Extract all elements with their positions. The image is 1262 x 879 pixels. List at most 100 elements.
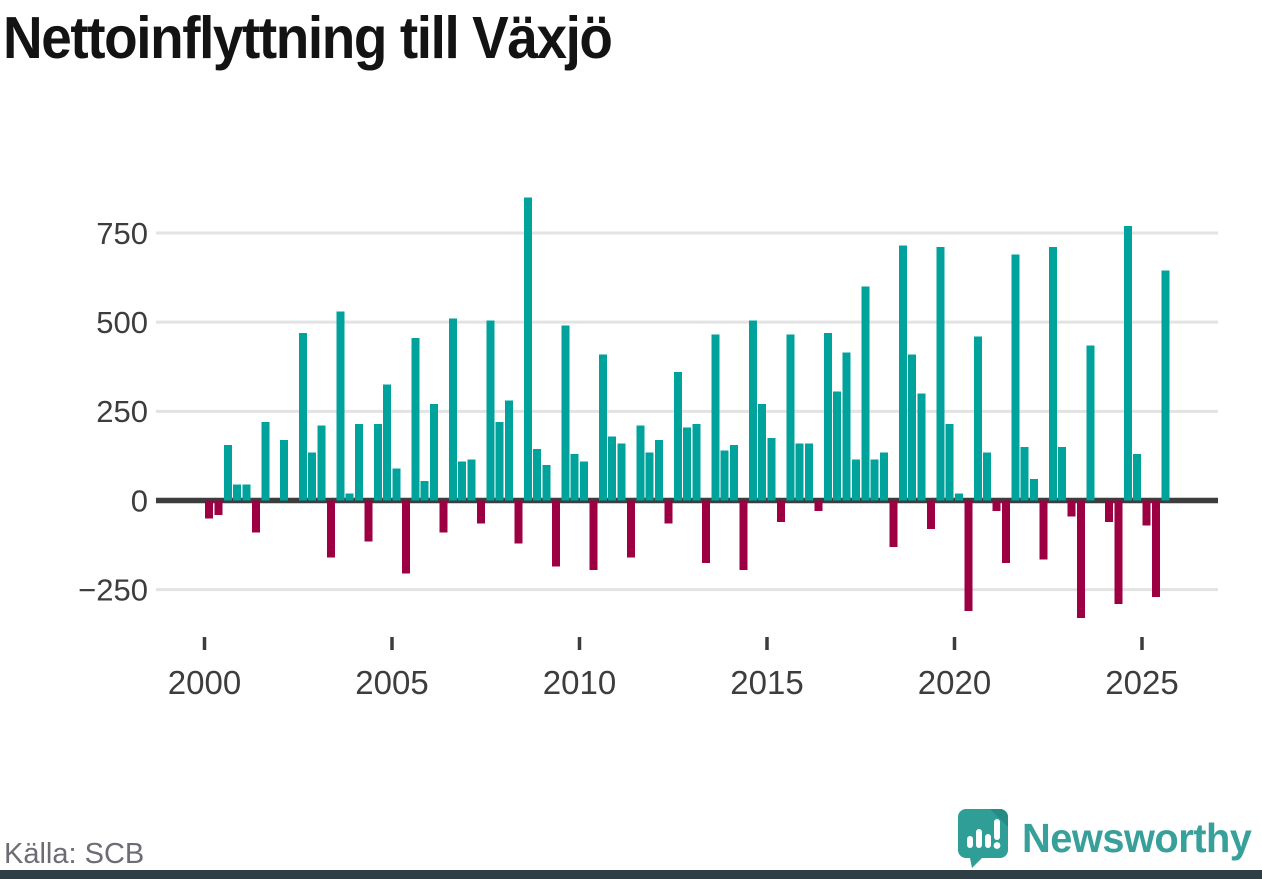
bar-negative xyxy=(326,500,335,558)
bar-negative xyxy=(401,500,410,574)
bar-positive xyxy=(448,318,457,501)
bar-negative xyxy=(589,500,598,571)
bar-positive xyxy=(908,354,917,501)
bar-positive xyxy=(720,450,729,501)
bar-positive xyxy=(880,452,888,501)
bar-positive xyxy=(973,336,982,501)
bar-positive xyxy=(917,393,926,501)
bar-negative xyxy=(814,500,823,512)
bar-positive xyxy=(411,338,420,501)
bar-positive xyxy=(645,452,654,501)
bar-negative xyxy=(1039,500,1048,560)
bar-positive xyxy=(842,352,851,501)
bar-negative xyxy=(551,500,560,567)
bar-positive xyxy=(223,445,232,501)
bar-positive xyxy=(936,247,945,501)
newsworthy-wordmark: Newsworthy xyxy=(1021,814,1252,861)
bar-positive xyxy=(561,325,570,501)
bar-positive xyxy=(458,461,467,501)
bar-negative xyxy=(964,500,973,612)
bar-negative xyxy=(626,500,635,558)
bar-positive xyxy=(280,439,288,501)
y-axis-tick-label: 750 xyxy=(96,216,148,251)
bar-negative xyxy=(214,500,223,515)
source-label: Källa: SCB xyxy=(4,838,145,870)
bar-negative xyxy=(205,500,213,519)
bar-positive xyxy=(1123,225,1132,501)
bar-positive xyxy=(233,484,242,501)
bar-positive xyxy=(495,422,504,501)
bar-positive xyxy=(870,459,879,501)
bar-positive xyxy=(786,334,795,501)
bar-negative xyxy=(1114,500,1123,604)
bar-positive xyxy=(805,443,813,501)
bar-positive xyxy=(373,423,382,501)
bar-positive xyxy=(355,423,363,501)
bar-positive xyxy=(345,493,354,501)
bar-positive xyxy=(570,454,579,501)
bar-positive xyxy=(767,438,776,501)
bar-positive xyxy=(383,384,392,501)
bar-positive xyxy=(795,443,804,501)
bar-positive xyxy=(1048,247,1057,501)
bar-positive xyxy=(261,422,270,501)
bar-positive xyxy=(1058,446,1067,501)
bar-positive xyxy=(758,404,767,501)
bar-positive xyxy=(392,468,401,501)
bar-positive xyxy=(336,311,345,501)
bar-positive xyxy=(955,493,963,501)
bar-positive xyxy=(861,286,870,501)
bar-positive xyxy=(730,445,738,501)
bar-positive xyxy=(486,320,495,501)
bar-positive xyxy=(608,436,617,501)
bar-negative xyxy=(889,500,898,547)
x-axis-tick-label: 2015 xyxy=(730,664,803,701)
bar-negative xyxy=(1001,500,1010,563)
chart-title: Nettoinflyttning till Växjö xyxy=(3,5,613,71)
bar-positive xyxy=(308,452,317,501)
bar-negative xyxy=(1105,500,1113,522)
bar-positive xyxy=(1133,454,1142,501)
bar-negative xyxy=(251,500,260,533)
bar-positive xyxy=(505,400,513,501)
bar-positive xyxy=(636,425,645,501)
bar-positive xyxy=(420,480,429,501)
bar-negative xyxy=(439,500,448,533)
bar-positive xyxy=(983,452,992,501)
x-axis-tick-label: 2000 xyxy=(168,664,241,701)
bar-positive xyxy=(833,391,842,501)
x-axis-tick-label: 2005 xyxy=(355,664,428,701)
bar-positive xyxy=(673,372,682,501)
bar-negative xyxy=(926,500,935,530)
bar-positive xyxy=(580,461,588,501)
bar-positive xyxy=(467,459,476,501)
newsworthy-logo-icon xyxy=(957,809,1008,868)
bar-positive xyxy=(748,320,757,501)
bar-positive xyxy=(945,423,954,501)
y-axis-tick-label: 0 xyxy=(131,483,148,518)
bar-negative xyxy=(664,500,673,524)
newsworthy-logo: Newsworthy xyxy=(956,806,1259,870)
bar-negative xyxy=(701,500,710,563)
bar-positive xyxy=(542,464,551,501)
bar-positive xyxy=(298,332,307,501)
bar-negative xyxy=(776,500,785,522)
bar-negative xyxy=(992,500,1001,512)
bar-positive xyxy=(1030,479,1038,501)
y-axis-tick-label: −250 xyxy=(78,573,148,608)
bar-positive xyxy=(533,448,542,501)
bar-positive xyxy=(655,439,663,501)
bar-positive xyxy=(598,354,607,501)
bar-positive xyxy=(617,443,626,501)
bar-positive xyxy=(692,423,701,501)
x-axis-tick-label: 2010 xyxy=(543,664,616,701)
bar-positive xyxy=(683,427,692,501)
y-axis-tick-label: 250 xyxy=(96,394,148,429)
bar-negative xyxy=(364,500,373,542)
bar-positive xyxy=(1020,446,1029,501)
bar-positive xyxy=(523,197,532,501)
bar-positive xyxy=(317,425,326,501)
x-axis-tick-label: 2025 xyxy=(1105,664,1178,701)
bar-negative xyxy=(476,500,485,524)
